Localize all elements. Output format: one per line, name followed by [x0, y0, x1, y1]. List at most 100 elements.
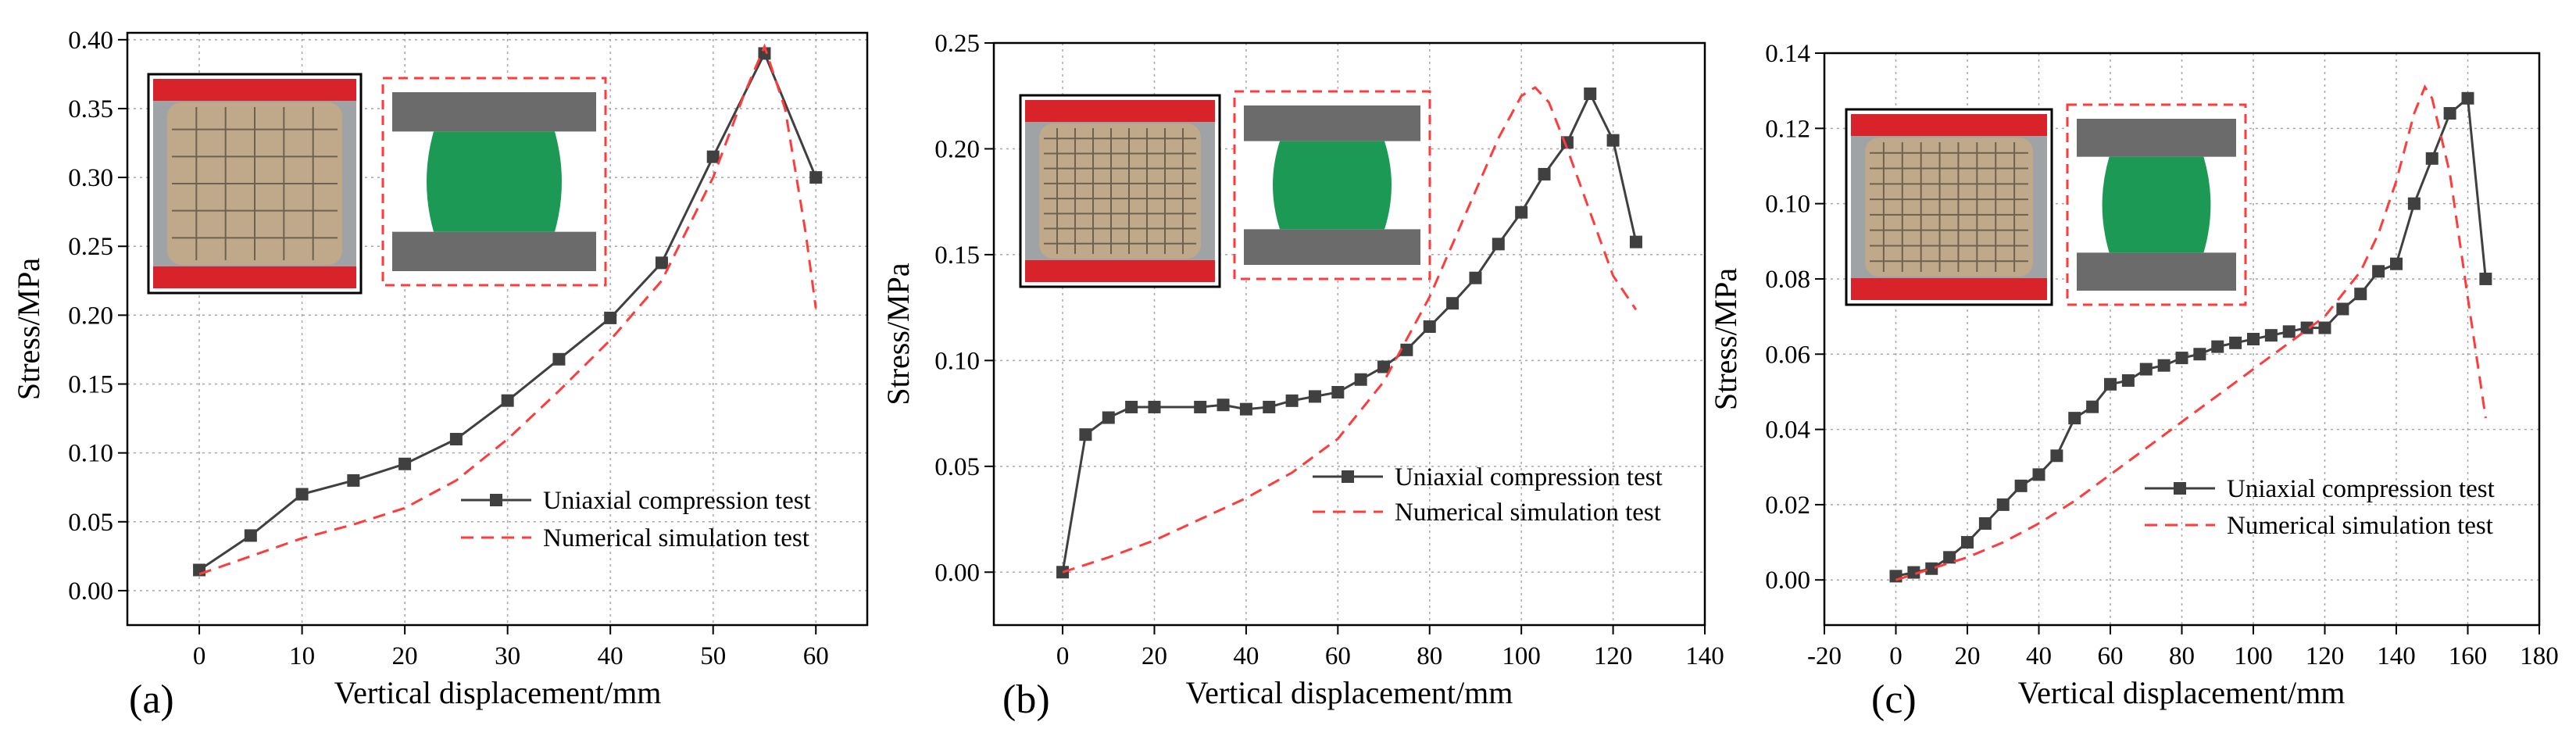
simulation-series-line: [1062, 85, 1638, 574]
test-data-point: [758, 47, 771, 60]
test-data-point: [2300, 321, 2313, 334]
test-data-point: [1194, 400, 1207, 413]
test-data-point: [1469, 271, 1482, 284]
test-data-point: [2372, 265, 2385, 278]
legend: Uniaxial compression test Numerical simul…: [461, 487, 811, 552]
test-data-point: [1961, 536, 1974, 549]
simulated-sample: [1273, 141, 1392, 230]
test-data-point: [1331, 386, 1345, 398]
legend-label-simulation: Numerical simulation test: [543, 524, 809, 552]
test-data-point: [2264, 329, 2278, 342]
y-tick-label: 0.15: [934, 241, 980, 270]
test-data-point: [1538, 167, 1551, 180]
test-data-point: [2050, 449, 2063, 463]
bottom-loading-plate: [392, 231, 596, 271]
test-data-point: [1515, 205, 1528, 219]
y-tick-label: 0.00: [68, 577, 113, 606]
test-data-point: [398, 457, 412, 470]
x-axis-title: Vertical displacement/mm: [334, 675, 662, 710]
chart-panel-a: 0 10 20 30 40 50 60 0.00 0.05 0.10 0.15 0.20 0.25 0.3…: [11, 27, 869, 722]
test-data-point: [2461, 91, 2474, 105]
legend-label-simulation: Numerical simulation test: [1395, 498, 1661, 527]
x-tick-label: 160: [2449, 642, 2488, 670]
x-tick-label: 40: [2026, 642, 2052, 670]
x-tick-label: 120: [2306, 642, 2345, 670]
x-tick-label: 20: [1142, 642, 1167, 670]
x-tick-label: 60: [1325, 642, 1351, 670]
x-tick-label: 100: [1502, 642, 1541, 670]
test-data-point: [2193, 348, 2206, 361]
y-tick-label: 0.06: [1765, 341, 1810, 369]
bottom-loading-plate: [2077, 252, 2236, 291]
panel-label: (a): [129, 677, 174, 722]
test-data-point: [1263, 400, 1276, 413]
y-tick-label: 0.00: [934, 559, 980, 587]
test-data-point: [1925, 562, 1938, 575]
y-tick-label: 0.40: [68, 27, 113, 55]
test-series-line: [1895, 95, 2487, 577]
sample-photo-inset: [1019, 94, 1221, 288]
top-loading-plate: [1244, 105, 1420, 141]
x-tick-label: 180: [2520, 642, 2559, 670]
simulated-sample: [427, 131, 562, 232]
test-data-point: [1079, 428, 1092, 441]
x-tick-label: -20: [1807, 642, 1842, 670]
y-axis-title: Stress/MPa: [11, 258, 46, 400]
legend-marker-test: [1342, 470, 1354, 483]
machine-top-plate: [1025, 100, 1215, 122]
x-tick-label: 0: [1889, 642, 1903, 670]
x-tick-label: 120: [1594, 642, 1633, 670]
test-data-point: [1996, 498, 2010, 511]
test-data-point: [193, 563, 206, 577]
test-data-point: [2229, 336, 2242, 349]
y-tick-label: 0.12: [1765, 115, 1810, 143]
simulation-series-line: [1895, 84, 2487, 581]
test-data-point: [1629, 235, 1642, 248]
test-data-point: [706, 150, 720, 163]
legend: Uniaxial compression test Numerical simul…: [2145, 475, 2495, 540]
test-data-point: [347, 473, 360, 487]
test-data-point: [2479, 272, 2492, 285]
y-tick-label: 0.05: [68, 509, 113, 537]
legend-marker-test: [2174, 482, 2186, 495]
y-tick-label: 0.35: [68, 95, 113, 123]
test-data-point: [2318, 321, 2331, 334]
sample-photo-inset: [147, 73, 363, 295]
x-tick-label: 140: [1685, 642, 1724, 670]
x-tick-label: 50: [700, 642, 726, 670]
machine-bottom-plate: [1025, 260, 1215, 282]
x-tick-label: 100: [2234, 642, 2273, 670]
sandbag: [1039, 123, 1201, 259]
simulation-inset: [2066, 103, 2247, 306]
x-tick-label: 40: [1233, 642, 1259, 670]
test-data-point: [2032, 468, 2045, 481]
machine-bottom-plate: [1851, 278, 2047, 300]
test-data-point: [2354, 288, 2367, 301]
test-data-point: [1400, 343, 1413, 356]
y-tick-label: 0.30: [68, 164, 113, 192]
legend: Uniaxial compression test Numerical simul…: [1313, 463, 1663, 527]
top-loading-plate: [392, 92, 596, 132]
test-data-point: [2336, 302, 2349, 316]
test-data-point: [2390, 257, 2403, 270]
y-tick-label: 0.15: [68, 371, 113, 399]
top-loading-plate: [2077, 119, 2236, 157]
chart-panel-b: 0 20 40 60 80 100 120 140 0.00 0.05 0.10 0.15 0.20 0.…: [881, 30, 1724, 722]
x-tick-label: 40: [598, 642, 623, 670]
x-tick-label: 10: [289, 642, 315, 670]
machine-bottom-plate: [153, 266, 356, 288]
y-tick-label: 0.10: [1765, 191, 1810, 219]
panel-label: (b): [1002, 677, 1050, 722]
x-tick-label: 80: [2169, 642, 2195, 670]
x-tick-label: 140: [2377, 642, 2416, 670]
simulation-inset: [1233, 90, 1431, 281]
test-data-point: [2157, 359, 2170, 372]
y-tick-label: 0.00: [1765, 566, 1810, 595]
test-data-point: [2425, 152, 2438, 165]
test-data-point: [1907, 566, 1920, 579]
y-tick-label: 0.02: [1765, 491, 1810, 520]
test-data-point: [2104, 377, 2117, 391]
y-tick-label: 0.14: [1765, 40, 1810, 68]
test-data-point: [1889, 570, 1903, 583]
